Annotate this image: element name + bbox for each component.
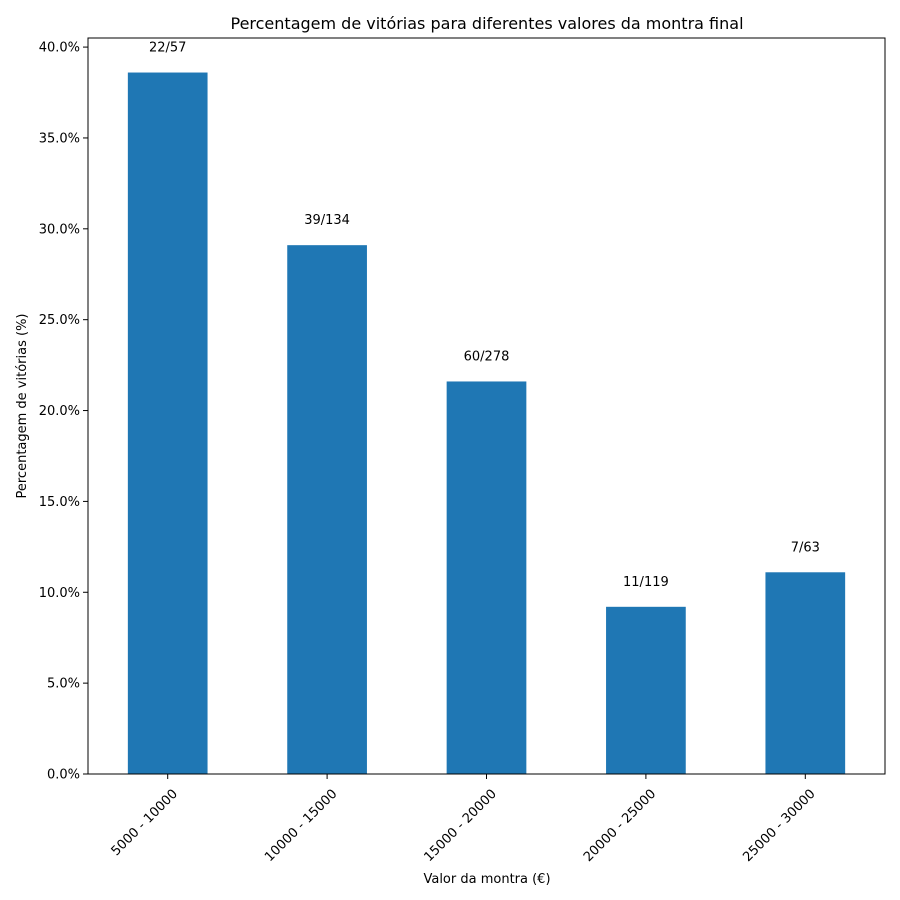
y-tick-label: 20.0%	[39, 404, 80, 419]
bar	[287, 245, 367, 775]
x-tick-label: 25000 - 30000	[740, 787, 818, 865]
x-tick-label: 15000 - 20000	[422, 787, 500, 865]
x-tick-label: 20000 - 25000	[581, 787, 659, 865]
data-label: 7/63	[791, 540, 820, 555]
chart-title: Percentagem de vitórias para diferentes …	[230, 14, 743, 33]
x-tick-label: 5000 - 10000	[109, 787, 181, 859]
y-tick-label: 10.0%	[39, 586, 80, 601]
plot-frame	[87, 37, 886, 775]
y-tick-label: 15.0%	[39, 495, 80, 510]
y-axis-label: Percentagem de vitórias (%)	[15, 314, 30, 499]
data-label: 11/119	[623, 575, 669, 590]
x-tick-label: 10000 - 15000	[262, 787, 340, 865]
data-label: 39/134	[304, 213, 350, 228]
y-tick-label: 25.0%	[39, 313, 80, 328]
bar	[127, 72, 208, 775]
x-axis-label: Valor da montra (€)	[423, 872, 550, 887]
bar	[765, 572, 846, 774]
bar	[446, 381, 527, 774]
y-tick-label: 35.0%	[39, 131, 80, 146]
data-label: 60/278	[464, 349, 510, 364]
y-tick-label: 40.0%	[39, 41, 80, 56]
y-tick-label: 0.0%	[47, 768, 80, 783]
y-tick-label: 30.0%	[39, 222, 80, 237]
data-label: 22/57	[149, 41, 186, 56]
plot-area: 22/57 5000 - 10000 39/134 10000 - 15000 60/2…	[39, 37, 886, 865]
y-tick-label: 5.0%	[47, 677, 80, 692]
bar	[606, 606, 686, 774]
